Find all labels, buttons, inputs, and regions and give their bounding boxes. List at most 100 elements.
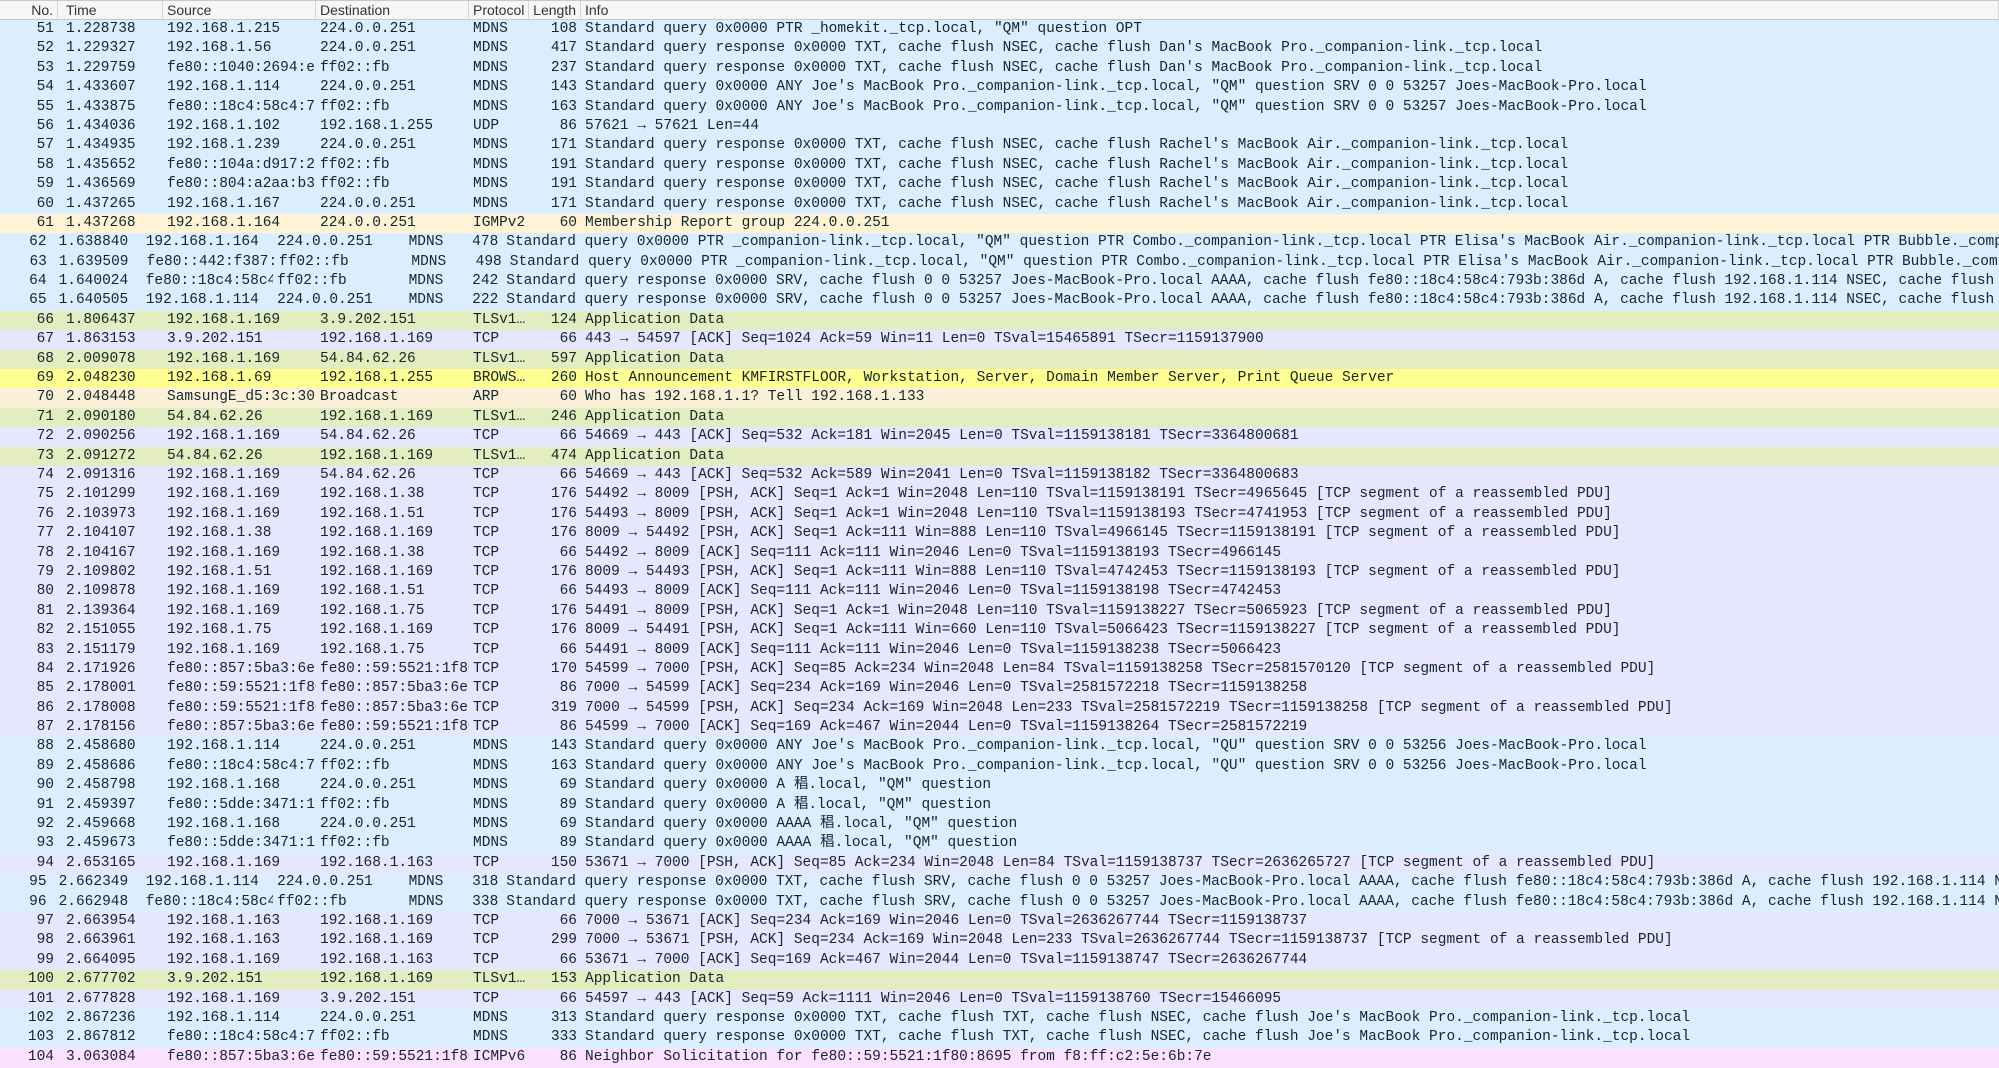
table-row[interactable]: 591.436569fe80::804:a2aa:b39…ff02::fbMDN… xyxy=(0,175,1999,194)
table-row[interactable]: 882.458680192.168.1.114224.0.0.251MDNS14… xyxy=(0,737,1999,756)
table-row[interactable]: 972.663954192.168.1.163192.168.1.169TCP6… xyxy=(0,912,1999,931)
table-row[interactable]: 641.640024fe80::18c4:58c4:79…ff02::fbMDN… xyxy=(0,272,1999,291)
table-row[interactable]: 892.458686fe80::18c4:58c4:79…ff02::fbMDN… xyxy=(0,757,1999,776)
table-row[interactable]: 722.090256192.168.1.16954.84.62.26TCP665… xyxy=(0,427,1999,446)
cell-source: 192.168.1.168 xyxy=(163,815,316,834)
table-row[interactable]: 601.437265192.168.1.167224.0.0.251MDNS17… xyxy=(0,195,1999,214)
table-row[interactable]: 992.664095192.168.1.169192.168.1.163TCP6… xyxy=(0,951,1999,970)
table-row[interactable]: 702.048448SamsungE_d5:3c:30BroadcastARP6… xyxy=(0,388,1999,407)
cell-time: 2.458798 xyxy=(58,776,163,795)
table-row[interactable]: 631.639509fe80::442:f387:59b…ff02::fbMDN… xyxy=(0,253,1999,272)
table-row[interactable]: 742.091316192.168.1.16954.84.62.26TCP665… xyxy=(0,466,1999,485)
table-row[interactable]: 842.171926fe80::857:5ba3:6eb…fe80::59:55… xyxy=(0,660,1999,679)
table-row[interactable]: 541.433607192.168.1.114224.0.0.251MDNS14… xyxy=(0,78,1999,97)
cell-no: 88 xyxy=(0,737,58,756)
cell-dest: 224.0.0.251 xyxy=(316,737,469,756)
cell-time: 3.063084 xyxy=(58,1048,163,1067)
cell-dest: 192.168.1.75 xyxy=(316,641,469,660)
table-row[interactable]: 962.662948fe80::18c4:58c4:79…ff02::fbMDN… xyxy=(0,893,1999,912)
col-header-source[interactable]: Source xyxy=(163,1,316,19)
table-row[interactable]: 732.09127254.84.62.26192.168.1.169TLSv1…… xyxy=(0,447,1999,466)
cell-info: Application Data xyxy=(581,447,1999,466)
table-row[interactable]: 852.178001fe80::59:5521:1f80…fe80::857:5… xyxy=(0,679,1999,698)
col-header-protocol[interactable]: Protocol xyxy=(469,1,529,19)
table-row[interactable]: 671.8631533.9.202.151192.168.1.169TCP664… xyxy=(0,330,1999,349)
col-header-dest[interactable]: Destination xyxy=(316,1,469,19)
cell-source: fe80::1040:2694:e1… xyxy=(163,59,316,78)
cell-no: 72 xyxy=(0,427,58,446)
cell-info: 8009 → 54493 [PSH, ACK] Seq=1 Ack=111 Wi… xyxy=(581,563,1999,582)
cell-length: 108 xyxy=(529,20,581,39)
col-header-time[interactable]: Time xyxy=(58,1,163,19)
table-row[interactable]: 752.101299192.168.1.169192.168.1.38TCP17… xyxy=(0,485,1999,504)
table-row[interactable]: 982.663961192.168.1.163192.168.1.169TCP2… xyxy=(0,931,1999,950)
cell-length: 171 xyxy=(529,195,581,214)
cell-protocol: TCP xyxy=(469,427,529,446)
cell-length: 86 xyxy=(529,1048,581,1067)
cell-time: 2.091272 xyxy=(58,447,163,466)
table-row[interactable]: 812.139364192.168.1.169192.168.1.75TCP17… xyxy=(0,602,1999,621)
cell-no: 51 xyxy=(0,20,58,39)
cell-dest: 192.168.1.169 xyxy=(316,330,469,349)
col-header-info[interactable]: Info xyxy=(581,1,1999,19)
cell-no: 59 xyxy=(0,175,58,194)
table-row[interactable]: 561.434036192.168.1.102192.168.1.255UDP8… xyxy=(0,117,1999,136)
table-row[interactable]: 692.048230192.168.1.69192.168.1.255BROWS… xyxy=(0,369,1999,388)
table-row[interactable]: 1012.677828192.168.1.1693.9.202.151TCP66… xyxy=(0,990,1999,1009)
cell-length: 338 xyxy=(457,893,502,912)
col-header-length[interactable]: Length xyxy=(529,1,581,19)
cell-dest: 192.168.1.169 xyxy=(316,524,469,543)
table-row[interactable]: 1043.063084fe80::857:5ba3:6eb…fe80::59:5… xyxy=(0,1048,1999,1067)
cell-time: 2.178001 xyxy=(58,679,163,698)
table-row[interactable]: 802.109878192.168.1.169192.168.1.51TCP66… xyxy=(0,582,1999,601)
cell-time: 1.228738 xyxy=(58,20,163,39)
cell-info: Standard query response 0x0000 TXT, cach… xyxy=(581,175,1999,194)
cell-info: 54493 → 8009 [PSH, ACK] Seq=1 Ack=1 Win=… xyxy=(581,505,1999,524)
cell-info: Standard query 0x0000 AAAA 䅛.local, "QM"… xyxy=(581,815,1999,834)
cell-length: 69 xyxy=(529,815,581,834)
table-row[interactable]: 1032.867812fe80::18c4:58c4:79…ff02::fbMD… xyxy=(0,1028,1999,1047)
cell-dest: 192.168.1.51 xyxy=(316,505,469,524)
table-row[interactable]: 952.662349192.168.1.114224.0.0.251MDNS31… xyxy=(0,873,1999,892)
cell-dest: ff02::fb xyxy=(316,757,469,776)
table-row[interactable]: 872.178156fe80::857:5ba3:6eb…fe80::59:55… xyxy=(0,718,1999,737)
table-row[interactable]: 912.459397fe80::5dde:3471:11…ff02::fbMDN… xyxy=(0,796,1999,815)
table-row[interactable]: 571.434935192.168.1.239224.0.0.251MDNS17… xyxy=(0,136,1999,155)
cell-time: 1.437265 xyxy=(58,195,163,214)
table-row[interactable]: 782.104167192.168.1.169192.168.1.38TCP66… xyxy=(0,544,1999,563)
table-row[interactable]: 521.229327192.168.1.56224.0.0.251MDNS417… xyxy=(0,39,1999,58)
table-row[interactable]: 1022.867236192.168.1.114224.0.0.251MDNS3… xyxy=(0,1009,1999,1028)
table-row[interactable]: 651.640505192.168.1.114224.0.0.251MDNS22… xyxy=(0,291,1999,310)
table-row[interactable]: 832.151179192.168.1.169192.168.1.75TCP66… xyxy=(0,641,1999,660)
cell-source: 3.9.202.151 xyxy=(163,330,316,349)
packet-table-header[interactable]: No. Time Source Destination Protocol Len… xyxy=(0,0,1999,20)
table-row[interactable]: 611.437268192.168.1.164224.0.0.251IGMPv2… xyxy=(0,214,1999,233)
table-row[interactable]: 1002.6777023.9.202.151192.168.1.169TLSv1… xyxy=(0,970,1999,989)
cell-length: 417 xyxy=(529,39,581,58)
table-row[interactable]: 922.459668192.168.1.168224.0.0.251MDNS69… xyxy=(0,815,1999,834)
table-row[interactable]: 531.229759fe80::1040:2694:e1…ff02::fbMDN… xyxy=(0,59,1999,78)
table-row[interactable]: 862.178008fe80::59:5521:1f80…fe80::857:5… xyxy=(0,699,1999,718)
cell-length: 313 xyxy=(529,1009,581,1028)
table-row[interactable]: 792.109802192.168.1.51192.168.1.169TCP17… xyxy=(0,563,1999,582)
cell-length: 191 xyxy=(529,156,581,175)
table-row[interactable]: 772.104107192.168.1.38192.168.1.169TCP17… xyxy=(0,524,1999,543)
col-header-no[interactable]: No. xyxy=(0,1,58,19)
table-row[interactable]: 942.653165192.168.1.169192.168.1.163TCP1… xyxy=(0,854,1999,873)
table-row[interactable]: 712.09018054.84.62.26192.168.1.169TLSv1…… xyxy=(0,408,1999,427)
table-row[interactable]: 932.459673fe80::5dde:3471:11…ff02::fbMDN… xyxy=(0,834,1999,853)
cell-dest: 224.0.0.251 xyxy=(316,1009,469,1028)
table-row[interactable]: 682.009078192.168.1.16954.84.62.26TLSv1…… xyxy=(0,350,1999,369)
table-row[interactable]: 762.103973192.168.1.169192.168.1.51TCP17… xyxy=(0,505,1999,524)
cell-protocol: TCP xyxy=(469,505,529,524)
table-row[interactable]: 902.458798192.168.1.168224.0.0.251MDNS69… xyxy=(0,776,1999,795)
table-row[interactable]: 551.433875fe80::18c4:58c4:79…ff02::fbMDN… xyxy=(0,98,1999,117)
table-row[interactable]: 621.638840192.168.1.164224.0.0.251MDNS47… xyxy=(0,233,1999,252)
table-row[interactable]: 581.435652fe80::104a:d917:27…ff02::fbMDN… xyxy=(0,156,1999,175)
table-row[interactable]: 661.806437192.168.1.1693.9.202.151TLSv1…… xyxy=(0,311,1999,330)
cell-no: 66 xyxy=(0,311,58,330)
cell-info: Standard query 0x0000 A 䅛.local, "QM" qu… xyxy=(581,796,1999,815)
table-row[interactable]: 822.151055192.168.1.75192.168.1.169TCP17… xyxy=(0,621,1999,640)
table-row[interactable]: 511.228738192.168.1.215224.0.0.251MDNS10… xyxy=(0,20,1999,39)
cell-no: 101 xyxy=(0,990,58,1009)
